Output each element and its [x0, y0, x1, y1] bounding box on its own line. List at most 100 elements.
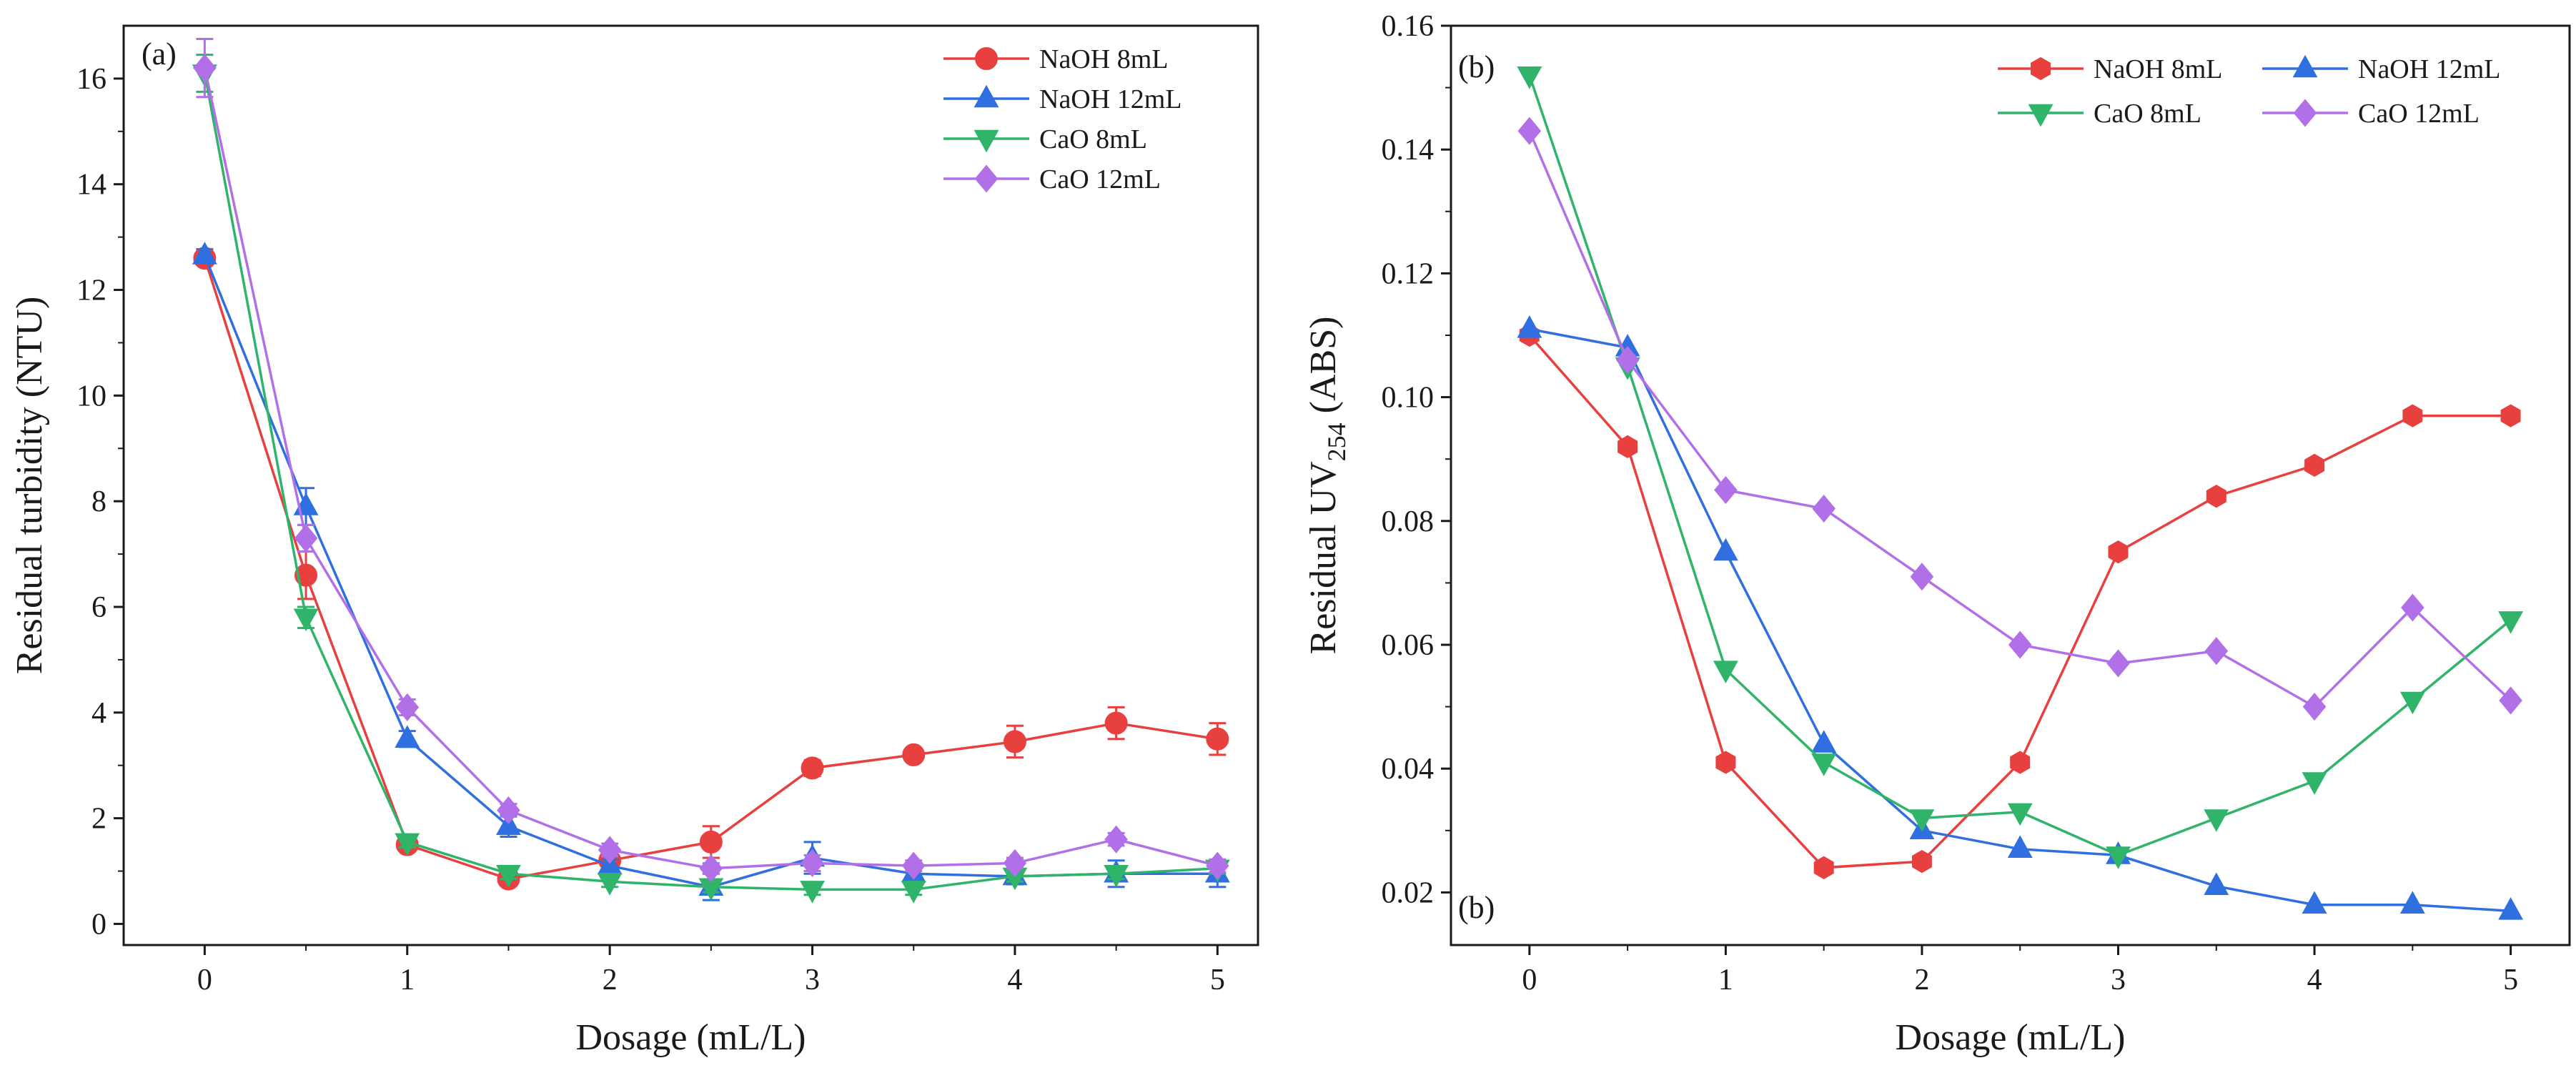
data-point: [2204, 809, 2229, 832]
data-point: [2108, 540, 2129, 564]
series-naoh-12ml: [192, 242, 1230, 901]
series-line: [1528, 334, 2511, 869]
data-point: [598, 836, 622, 864]
data-point: [1003, 730, 1026, 753]
x-axis-title: Dosage (mL/L): [1895, 1017, 2125, 1058]
x-tick-label: 3: [2111, 964, 2126, 997]
x-tick-label: 2: [603, 964, 618, 997]
x-tick-label: 2: [1914, 964, 1929, 997]
y-tick-label: 0.10: [1382, 382, 1435, 415]
data-point: [1104, 865, 1129, 888]
data-point: [193, 54, 217, 82]
x-tick-label: 5: [2503, 964, 2518, 997]
data-point: [192, 242, 217, 264]
data-point: [2008, 631, 2032, 659]
legend-swatch-marker: [974, 164, 999, 193]
x-tick-label: 4: [2307, 964, 2322, 997]
y-tick-label: 0.06: [1382, 629, 1435, 662]
y-tick-label: 0.08: [1382, 505, 1435, 538]
data-point: [699, 854, 723, 883]
series-line: [203, 73, 1218, 891]
y-axis-title-subscript: 254: [1322, 422, 1351, 461]
data-point: [1517, 66, 1542, 89]
series-line: [203, 254, 1218, 889]
data-point: [2399, 691, 2425, 715]
series-cao-12ml: [193, 37, 1229, 883]
x-tick-label: 0: [197, 964, 212, 997]
data-point: [902, 743, 926, 766]
legend-swatch-marker: [975, 47, 998, 70]
data-point: [395, 693, 420, 721]
y-axis-title: Residual turbidity (NTU): [9, 297, 50, 675]
data-point: [1517, 117, 1542, 145]
x-tick-label: 0: [1522, 964, 1537, 997]
legend-swatch-marker: [2031, 56, 2051, 81]
data-point: [2007, 835, 2033, 858]
y-tick-label: 0.12: [1382, 257, 1435, 290]
data-point: [294, 524, 318, 553]
data-point: [1206, 727, 1229, 751]
data-point: [1713, 661, 1738, 683]
panel-b: 0 1 2 3 4 5 0.02 0.04 0.06 0.08 0.10 0.12 0.14 0.16 Do…: [1303, 10, 2571, 1058]
series-line: [1528, 74, 2512, 857]
y-tick-label: 12: [76, 275, 106, 307]
y-tick-label: 6: [91, 591, 106, 624]
legend-label: CaO 8mL: [1039, 124, 1147, 154]
legend-swatch-marker: [974, 84, 999, 108]
panel-label: (a): [142, 36, 177, 71]
legend-label: NaOH 12mL: [1039, 84, 1182, 114]
data-point: [395, 725, 420, 748]
legend-label: NaOH 8mL: [1039, 44, 1168, 74]
series-naoh-12ml: [1517, 315, 2524, 920]
data-point: [2500, 404, 2521, 427]
data-point: [1715, 751, 1736, 774]
data-point: [1811, 753, 1837, 776]
data-point: [801, 756, 824, 780]
series-cao-12ml: [1517, 117, 2522, 721]
data-point: [1909, 809, 1935, 832]
legend-swatch-marker: [2293, 99, 2317, 127]
data-point: [497, 796, 520, 825]
data-point: [2204, 872, 2229, 895]
data-point: [1910, 563, 1934, 591]
data-point: [2007, 803, 2033, 826]
legend-label: CaO 8mL: [2094, 99, 2201, 129]
data-point: [1517, 315, 1542, 338]
data-point: [2204, 637, 2229, 666]
data-point: [1812, 494, 1836, 523]
legend-label: NaOH 12mL: [2358, 54, 2500, 84]
data-point: [2498, 897, 2524, 920]
data-point: [1104, 825, 1128, 854]
x-tick-label: 1: [400, 964, 415, 997]
y-axis-title: Residual UV254 (ABS): [1303, 317, 1351, 655]
data-point: [2499, 686, 2522, 715]
y-tick-label: 0.04: [1382, 753, 1435, 786]
data-point: [2304, 453, 2325, 478]
panel-label-lower: (b): [1458, 890, 1495, 925]
legend-label: CaO 12mL: [2358, 99, 2480, 129]
x-axis-title: Dosage (mL/L): [575, 1017, 806, 1058]
data-point: [2106, 649, 2130, 678]
data-point: [901, 881, 926, 904]
series-line: [203, 257, 1218, 881]
data-point: [1912, 849, 1932, 874]
series-naoh-8ml: [193, 247, 1229, 891]
y-tick-label: 0: [91, 908, 106, 941]
y-tick-label: 10: [76, 380, 106, 412]
data-point: [1618, 435, 1638, 459]
data-point: [1615, 346, 1640, 375]
data-point: [2302, 772, 2327, 795]
x-tick-label: 5: [1210, 964, 1225, 997]
data-point: [1104, 711, 1128, 735]
plot-frame: [1450, 24, 2571, 946]
series-cao-8ml: [1517, 66, 2524, 869]
data-point: [294, 563, 318, 587]
data-point: [2399, 891, 2425, 914]
data-point: [1003, 849, 1027, 877]
y-tick-label: 0.02: [1382, 876, 1435, 909]
y-axis-title-main: Residual UV: [1303, 461, 1344, 654]
legend-swatch-marker: [974, 129, 999, 153]
data-point: [597, 873, 623, 896]
